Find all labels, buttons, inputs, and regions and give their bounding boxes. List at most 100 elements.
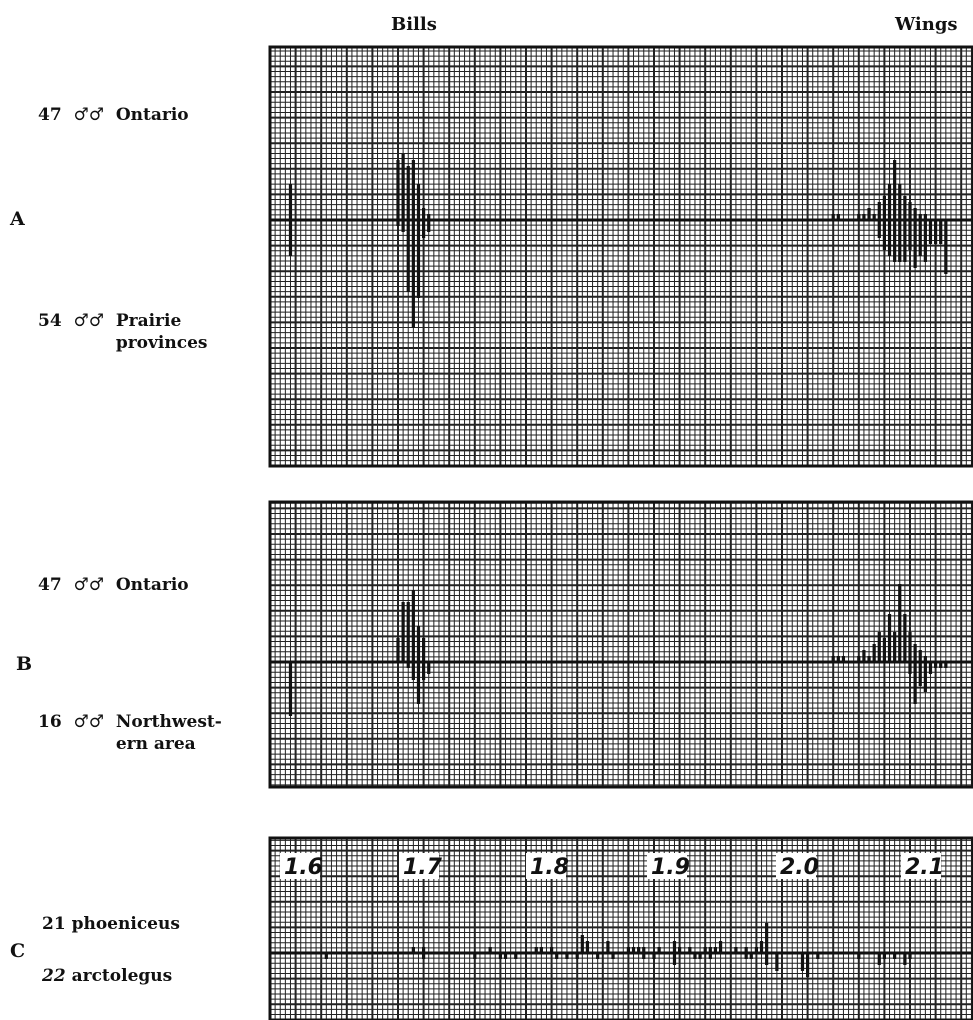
histogram-bar (652, 953, 656, 959)
x-tick-label: 1.9 (651, 855, 690, 880)
histogram-bar (857, 953, 861, 959)
histogram-bar (718, 941, 723, 953)
histogram-bar (867, 656, 871, 662)
histogram-bar (406, 166, 410, 220)
panel-letter-c: C (10, 940, 26, 962)
histogram-bar (688, 947, 692, 953)
histogram-bar (775, 953, 779, 971)
histogram-bar (893, 632, 897, 662)
histogram-bar (672, 941, 677, 953)
taxon: phoeniceus (71, 914, 180, 934)
count: 54 (38, 311, 62, 331)
histogram-bar (928, 662, 933, 674)
histogram-bar (862, 650, 866, 662)
histogram-bar (893, 160, 897, 220)
histogram-bar (877, 220, 881, 238)
histogram-bar (703, 947, 707, 953)
histogram-bar (734, 947, 738, 953)
histogram-bar (923, 214, 927, 220)
histogram-bar (411, 590, 415, 662)
region-line-1: Northwest- (115, 712, 222, 732)
histogram-bar (288, 184, 293, 220)
histogram-bar (611, 953, 615, 959)
panel-a-bottom-label: 54 ♂♂ Prairie provinces (38, 310, 207, 354)
histogram-bar (800, 953, 805, 971)
histogram-bar (903, 220, 907, 262)
histogram-bar (877, 202, 881, 220)
histogram-bar (759, 941, 764, 953)
histogram-bar (934, 662, 938, 668)
histogram-bar (765, 923, 769, 953)
histogram-bar (877, 632, 881, 662)
histogram-bar (401, 154, 405, 220)
region-line-1: Prairie (115, 311, 182, 331)
tick-label-backing (526, 853, 566, 879)
histogram-bar (406, 662, 410, 668)
histogram-bar (427, 220, 431, 232)
histogram-bar (422, 638, 426, 662)
histogram-bar (923, 220, 927, 262)
histogram-bar (550, 947, 554, 953)
panel-letter-a: A (10, 208, 25, 230)
sex-symbol: ♂♂ (73, 311, 104, 331)
sex-symbol: ♂♂ (73, 105, 104, 125)
histogram-bar (396, 160, 400, 220)
tick-label-backing (776, 853, 816, 879)
histogram-bar (473, 953, 477, 959)
histogram-bar (857, 214, 861, 220)
sex-symbol: ♂♂ (73, 575, 104, 595)
panel-border (268, 500, 973, 789)
histogram-bar (841, 656, 846, 662)
histogram-bar (887, 220, 892, 256)
histogram-bar (877, 953, 881, 965)
histogram-bar (406, 220, 410, 292)
tick-label-backing (647, 853, 687, 879)
histogram-bar (503, 953, 508, 959)
histogram-bar (944, 220, 948, 274)
panel-border (268, 45, 973, 468)
histogram-bar (908, 662, 912, 674)
histogram-bar (765, 953, 769, 965)
histogram-bar (411, 662, 415, 680)
histogram-bar (416, 220, 421, 298)
histogram-bar (642, 953, 646, 959)
histogram-bar (555, 953, 559, 959)
region-line-2: ern area (115, 734, 196, 754)
histogram-bar (401, 220, 405, 232)
x-tick-label: 1.8 (530, 855, 569, 880)
histogram-bar (867, 208, 871, 220)
histogram-bar (713, 947, 718, 953)
histogram-bar (928, 220, 933, 244)
histogram-bar (882, 220, 886, 250)
histogram-bar (539, 947, 543, 953)
histogram-bar (401, 602, 405, 662)
count: 21 (42, 914, 66, 934)
histogram-bar (596, 953, 600, 959)
histogram-bar (918, 650, 922, 662)
histogram-bar (422, 947, 426, 953)
panel-letter-b: B (16, 653, 33, 675)
histogram-bar (657, 947, 661, 953)
histogram-bar (708, 947, 712, 953)
histogram-bar (918, 214, 922, 220)
histogram-bar (488, 947, 492, 953)
bills-column-heading: Bills (391, 14, 437, 35)
histogram-bar (887, 614, 892, 662)
count: 22 (42, 966, 66, 986)
histogram-bar (754, 947, 758, 953)
histogram-bar (416, 184, 421, 220)
histogram-bar (406, 602, 410, 662)
histogram-bar (893, 220, 897, 262)
panel-border (268, 836, 973, 1020)
wings-column-heading: Wings (895, 14, 958, 35)
histogram-bar (422, 208, 426, 220)
histogram-bar (427, 662, 431, 674)
histogram-bar (744, 947, 748, 953)
histogram-bar (324, 953, 328, 959)
histogram-bar (744, 953, 748, 959)
taxon: arctolegus (71, 966, 173, 986)
histogram-bar (908, 220, 912, 250)
x-tick-label: 1.7 (403, 855, 443, 880)
histogram-bar (944, 662, 948, 668)
